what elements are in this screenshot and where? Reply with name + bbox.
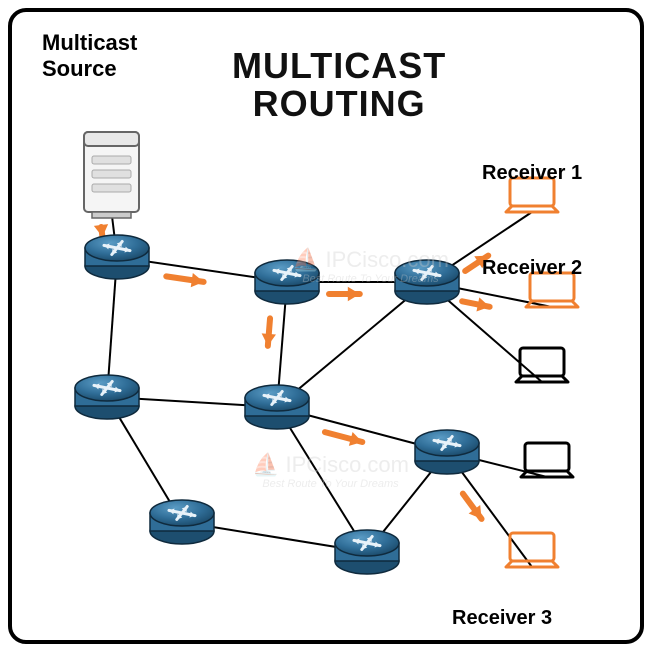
receiver-label-3: Receiver 3 <box>452 607 552 630</box>
routers <box>75 235 479 574</box>
router-r8 <box>335 530 399 574</box>
server-icon <box>84 132 139 218</box>
router-r4 <box>75 375 139 419</box>
diagram-frame: Multicast Source MULTICAST ROUTING Recei… <box>8 8 644 644</box>
laptop-L4 <box>521 443 573 477</box>
laptop-L5 <box>506 533 558 567</box>
router-r1 <box>85 235 149 279</box>
laptops <box>506 178 578 567</box>
router-r6 <box>415 430 479 474</box>
network-svg <box>12 12 640 640</box>
receiver-label-2: Receiver 2 <box>482 257 582 280</box>
router-r7 <box>150 500 214 544</box>
router-r2 <box>255 260 319 304</box>
router-r3 <box>395 260 459 304</box>
router-r5 <box>245 385 309 429</box>
receiver-label-1: Receiver 1 <box>482 162 582 185</box>
